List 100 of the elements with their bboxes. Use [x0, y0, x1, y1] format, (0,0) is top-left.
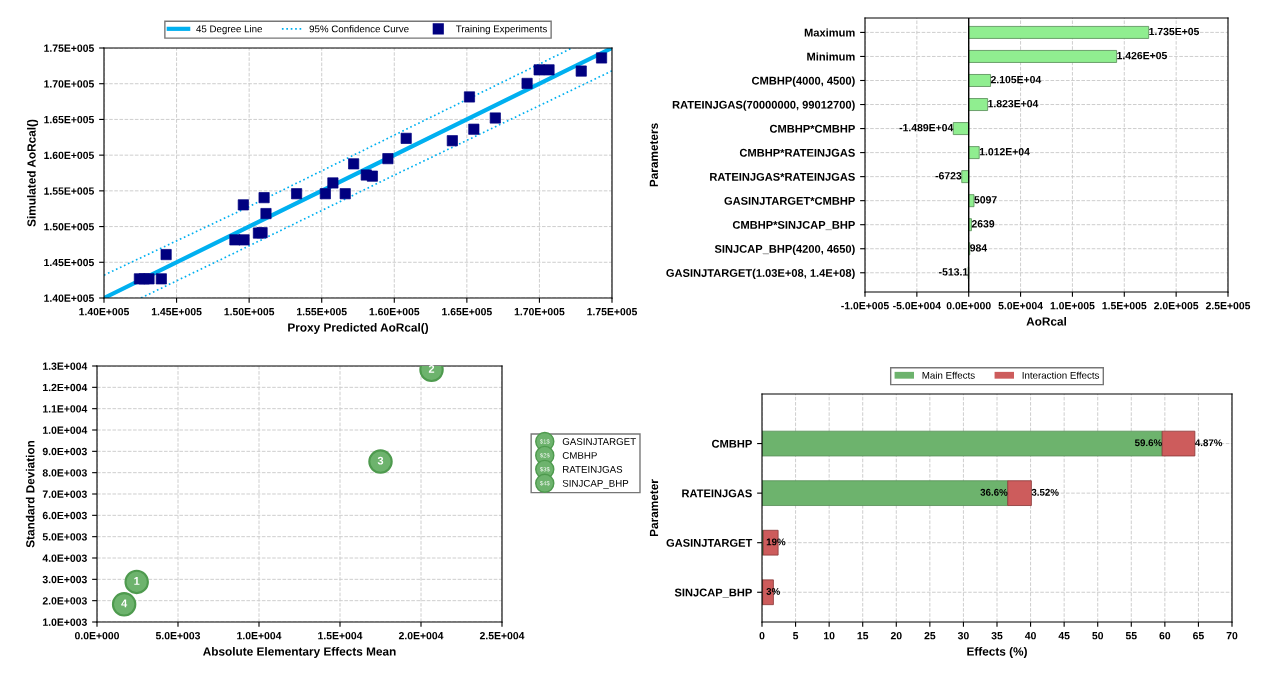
x-tick-label: 2.5E+004	[479, 632, 525, 640]
x-tick-label: 35	[991, 632, 1003, 640]
x-tick-label: 40	[1024, 632, 1036, 640]
y-tick-label: RATEINJGAS*RATEINJGAS	[710, 172, 855, 181]
x-tick-label: 70	[1226, 632, 1238, 640]
y-tick-label: RATEINJGAS	[682, 489, 752, 498]
annotation: 4	[121, 599, 128, 608]
annotation: 3	[377, 456, 384, 465]
y-tick-label: 1.0E+003	[43, 618, 87, 626]
y-tick-label: 1.2E+004	[43, 383, 88, 392]
x-tick-label: 1.5E+005	[1102, 302, 1147, 310]
y-tick-label: Minimum	[807, 52, 855, 61]
y-tick-label: 2.0E+003	[42, 597, 87, 605]
y-tick-label: 6.0E+003	[42, 511, 87, 520]
x-tick-label: 1.70E+005	[514, 308, 565, 316]
y-axis-title: Parameter	[649, 479, 659, 537]
data-label: 2639	[971, 220, 995, 228]
y-tick-label: CMBHP*RATEINJGAS	[739, 148, 855, 157]
x-tick-label: 45	[1058, 632, 1070, 640]
legend-label: 45 Degree Line	[196, 25, 263, 35]
x-tick-label: 2.0E+004	[398, 632, 444, 640]
y-tick-label: CMBHP(4000, 4500)	[751, 76, 855, 87]
x-axis-title: Proxy Predicted AoRcal()	[288, 322, 429, 334]
data-label: 984	[970, 244, 988, 252]
y-tick-label: RATEINJGAS(70000000, 99012700)	[672, 100, 855, 111]
y-tick-label: 3.0E+003	[42, 575, 87, 584]
x-tick-label: 65	[1193, 632, 1204, 640]
y-tick-label: CMBHP*SINJCAP_BHP	[732, 220, 855, 231]
data-label: 59.6%	[1134, 439, 1162, 447]
legend-label: CMBHP	[562, 452, 597, 459]
legend-label: 95% Confidence Curve	[309, 25, 409, 33]
x-tick-label: 0.0E+000	[946, 302, 991, 310]
y-tick-label: 1.50E+005	[44, 223, 94, 231]
x-tick-label: 15	[857, 632, 869, 640]
legend-label: GASINJTARGET	[562, 438, 636, 445]
x-axis-title: AoRcal	[1026, 316, 1066, 326]
x-tick-label: 0.0E+000	[74, 632, 120, 640]
x-tick-label: 1.65E+005	[442, 308, 492, 316]
y-tick-label: SINJCAP_BHP	[674, 588, 752, 598]
y-tick-label: SINJCAP_BHP(4200, 4650)	[714, 244, 855, 256]
y-tick-label: GASINJTARGET*CMBHP	[724, 196, 855, 205]
x-tick-label: 50	[1092, 632, 1104, 640]
annotation: 1	[134, 577, 140, 585]
data-label: 1.012E+04	[979, 148, 1030, 156]
y-tick-label: 7.0E+003	[42, 490, 87, 498]
y-axis-title: Simulated AoRcal()	[27, 119, 39, 227]
data-label: 3.52%	[1031, 488, 1059, 496]
y-tick-label: GASINJTARGET(1.03E+08, 1.4E+08)	[666, 268, 855, 280]
y-tick-label: 5.0E+003	[42, 533, 87, 541]
x-axis-title: Effects (%)	[967, 646, 1027, 658]
x-tick-label: 2.5E+005	[1205, 302, 1251, 310]
y-tick-label: Maximum	[804, 28, 855, 37]
data-label: 1.823E+04	[988, 99, 1039, 108]
x-tick-label: -1.0E+005	[841, 302, 889, 310]
y-tick-label: 1.1E+004	[43, 405, 88, 413]
legend-label: SINJCAP_BHP	[562, 479, 629, 489]
y-tick-label: 1.3E+004	[43, 362, 88, 370]
data-label: 1.735E+05	[1149, 27, 1200, 36]
y-tick-label: 8.0E+003	[42, 469, 87, 477]
data-label: 5097	[974, 196, 997, 204]
x-tick-label: 5.0E+004	[998, 302, 1043, 310]
y-tick-label: 1.60E+005	[44, 151, 94, 160]
x-tick-label: 1.55E+005	[297, 308, 347, 316]
x-tick-label: 1.5E+004	[318, 632, 363, 640]
x-tick-label: 1.60E+005	[369, 308, 420, 316]
x-tick-label: 55	[1125, 632, 1137, 640]
data-label: 36.6%	[980, 488, 1008, 496]
x-tick-label: 1.0E+004	[237, 632, 282, 640]
x-tick-label: 0	[759, 632, 765, 640]
x-tick-label: 25	[924, 632, 936, 640]
y-tick-label: 1.40E+005	[44, 294, 94, 302]
x-axis-title: Absolute Elementary Effects Mean	[203, 646, 396, 658]
y-tick-label: GASINJTARGET	[666, 538, 753, 547]
x-tick-label: 1.0E+005	[1050, 302, 1095, 310]
y-tick-label: 1.45E+005	[44, 258, 94, 267]
data-label: 1.426E+05	[1117, 51, 1168, 60]
legend-label: RATEINJGAS	[563, 465, 623, 473]
x-tick-label: 5.0E+003	[155, 632, 201, 640]
x-tick-label: 2.0E+005	[1154, 302, 1199, 310]
y-tick-label: 1.70E+005	[44, 80, 94, 88]
x-tick-label: 10	[824, 632, 835, 640]
data-label: -513.1	[939, 268, 968, 276]
x-tick-label: 5	[793, 632, 799, 640]
y-tick-label: 1.55E+005	[44, 187, 94, 195]
y-tick-label: 1.65E+005	[44, 115, 94, 124]
x-tick-label: 1.75E+005	[587, 308, 638, 316]
y-tick-label: CMBHP	[711, 439, 752, 448]
x-tick-label: -5.0E+004	[893, 302, 941, 310]
x-tick-label: 1.40E+005	[79, 308, 130, 316]
data-label: 2.105E+04	[990, 75, 1042, 84]
y-tick-label: 1.0E+004	[43, 426, 88, 434]
data-label: -1.489E+04	[899, 123, 954, 132]
data-label: -6723	[935, 172, 962, 180]
y-tick-label: CMBHP*CMBHP	[769, 124, 855, 133]
y-tick-label: 1.75E+005	[44, 44, 94, 52]
x-tick-label: 1.45E+005	[151, 308, 202, 316]
y-tick-label: 4.0E+003	[42, 554, 87, 562]
legend-label: Main Effects	[922, 371, 975, 379]
x-tick-label: 60	[1159, 632, 1171, 640]
x-tick-label: 1.50E+005	[224, 308, 275, 316]
